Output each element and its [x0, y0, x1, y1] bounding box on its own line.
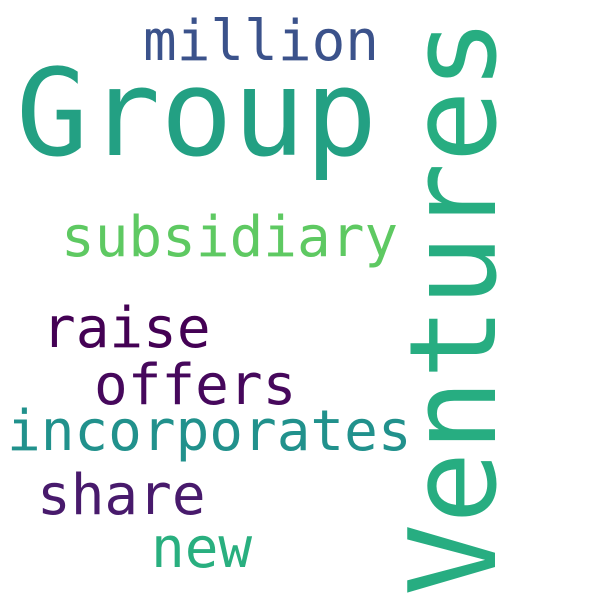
word-new: new	[151, 516, 253, 581]
word-raise: raise	[42, 296, 211, 361]
word-offers: offers	[94, 353, 297, 418]
word-incorporates: incorporates	[7, 399, 412, 464]
word-subsidiary: subsidiary	[61, 205, 399, 270]
word-share: share	[37, 463, 206, 528]
word-group: Group	[16, 45, 378, 184]
word-million: million	[143, 9, 380, 74]
word-ventures: Ventures	[385, 18, 524, 596]
